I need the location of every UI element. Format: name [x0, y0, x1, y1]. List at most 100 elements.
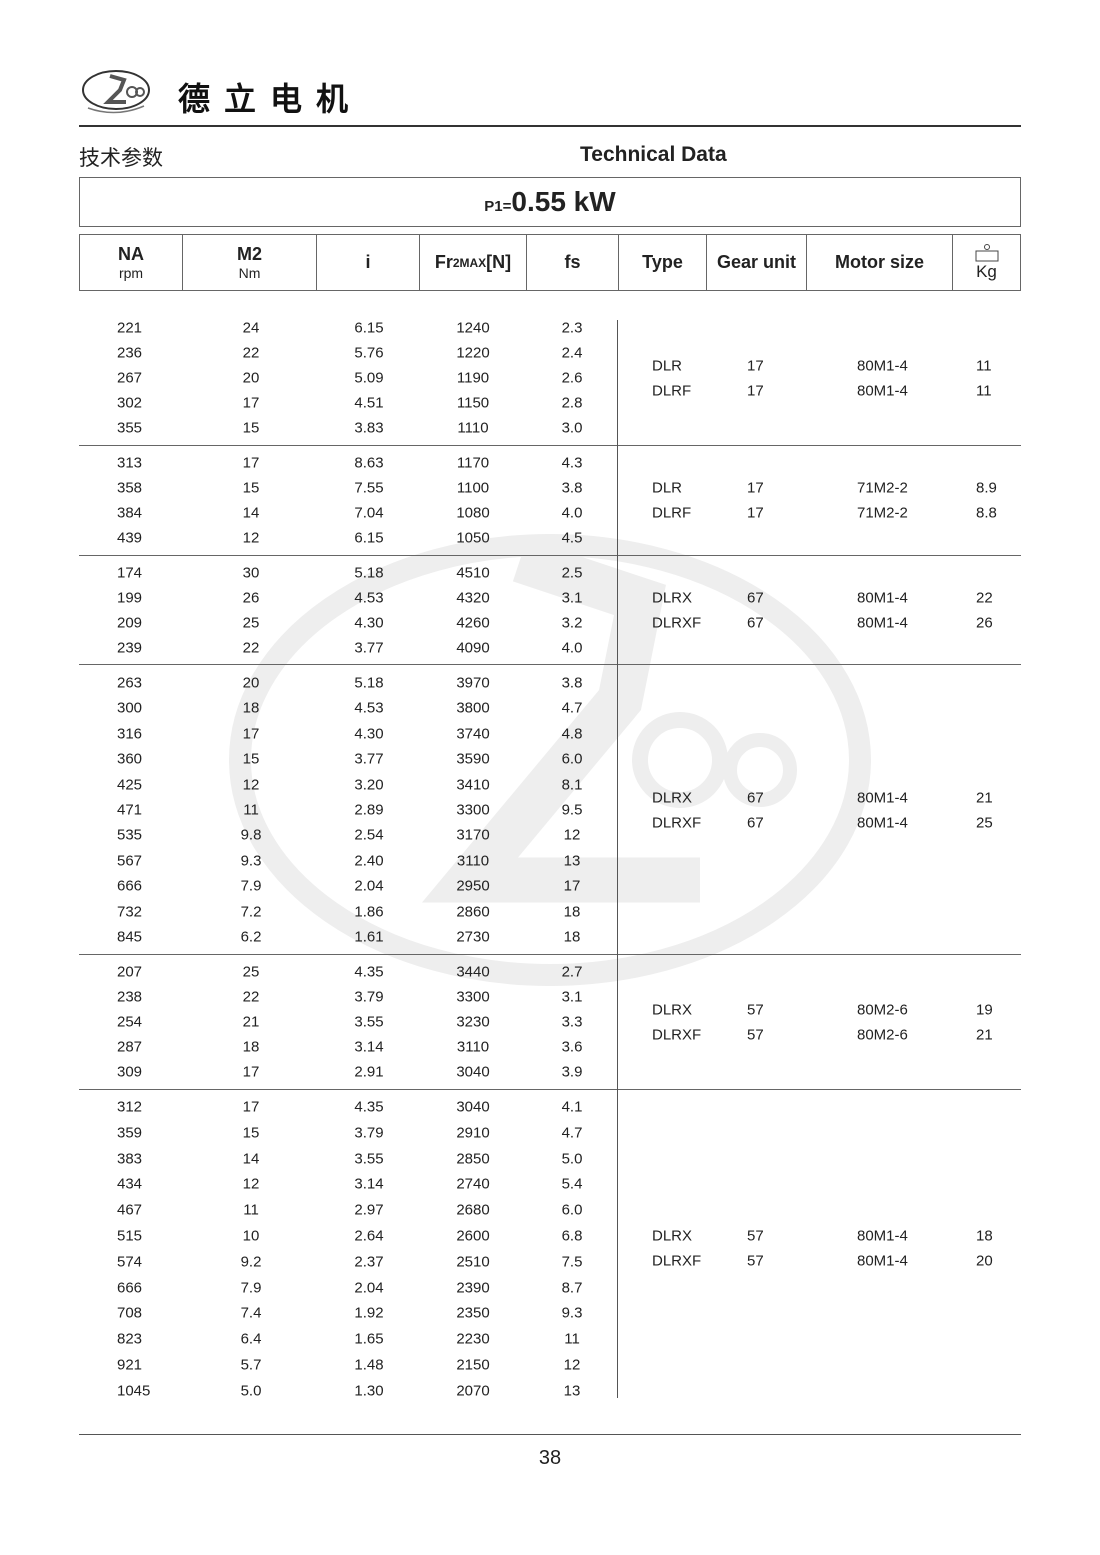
cell-weight: 22 [976, 589, 993, 607]
cell-fs: 6.8 [561, 1227, 583, 1245]
cell-ratio: 6.15 [354, 529, 384, 547]
cell-m2: 14 [242, 504, 260, 522]
cell-ratio: 4.53 [354, 699, 384, 717]
cell-m2: 22 [242, 988, 260, 1006]
cell-fs: 4.1 [561, 1098, 583, 1116]
cell-m2: 15 [242, 479, 260, 497]
cell-m2: 18 [242, 1038, 260, 1056]
cell-fs: 2.6 [561, 369, 583, 387]
cell-na: 921 [117, 1356, 143, 1374]
cell-weight: 26 [976, 614, 993, 632]
cell-weight: 11 [976, 357, 992, 374]
cell-motor-size: 80M1-4 [857, 357, 908, 374]
cell-m2: 11 [243, 801, 259, 819]
cell-na: 300 [117, 699, 143, 717]
cell-na: 302 [117, 394, 143, 412]
cell-m2: 11 [243, 1201, 259, 1219]
cell-ratio: 4.35 [354, 963, 384, 981]
col-gear: Gear unit [707, 235, 807, 290]
cell-fr2max: 3970 [456, 674, 490, 692]
cell-fs: 8.7 [561, 1279, 583, 1297]
cell-gear-unit: 57 [747, 1227, 764, 1245]
cell-fr2max: 2730 [456, 928, 490, 946]
heading-en: Technical Data [580, 143, 727, 166]
cell-na: 574 [117, 1253, 143, 1271]
col-motor-label: Motor size [834, 252, 924, 272]
cell-fr2max: 2850 [456, 1150, 490, 1168]
cell-type: DLRXF [652, 1252, 702, 1270]
group-separator [79, 555, 1021, 556]
cell-m2: 26 [242, 589, 260, 607]
col-fr-sub: 2MAX [452, 255, 487, 270]
col-na-unit: rpm [118, 265, 144, 281]
cell-fr2max: 2740 [456, 1175, 490, 1193]
cell-gear-unit: 17 [747, 479, 764, 497]
cell-weight: 8.9 [976, 479, 997, 497]
cell-weight: 21 [976, 789, 993, 806]
cell-gear-unit: 17 [747, 504, 764, 522]
cell-ratio: 1.92 [354, 1304, 384, 1322]
cell-weight: 21 [976, 1026, 993, 1043]
cell-fs: 6.0 [561, 750, 583, 768]
table-header: NA rpm M2 Nm i Fr 2MAX [N] fs Type Gear unit… [79, 234, 1021, 291]
cell-na: 666 [117, 1279, 143, 1297]
group-separator [79, 954, 1021, 955]
cell-fr2max: 2680 [456, 1201, 490, 1219]
cell-weight: 20 [976, 1252, 993, 1270]
cell-fs: 4.7 [561, 1124, 583, 1142]
cell-gear-unit: 57 [747, 1001, 764, 1018]
cell-fs: 8.1 [561, 776, 583, 794]
cell-fr2max: 1240 [456, 319, 490, 337]
cell-fs: 9.5 [561, 801, 583, 819]
cell-fr2max: 2390 [456, 1279, 490, 1297]
cell-fr2max: 2600 [456, 1227, 490, 1245]
cell-motor-size: 80M1-4 [857, 382, 908, 399]
col-na-label: NA [118, 244, 144, 264]
cell-gear-unit: 67 [747, 589, 764, 607]
cell-na: 287 [117, 1038, 143, 1056]
cell-fs: 6.0 [561, 1201, 583, 1219]
cell-fs: 13 [563, 1382, 581, 1400]
cell-fr2max: 4320 [456, 589, 490, 607]
cell-ratio: 4.35 [354, 1098, 384, 1116]
group-separator [79, 445, 1021, 446]
cell-m2: 12 [242, 529, 260, 547]
cell-fr2max: 1150 [456, 394, 490, 412]
cell-m2: 17 [242, 1098, 260, 1116]
cell-motor-size: 80M1-4 [857, 1227, 908, 1245]
cell-fs: 12 [563, 826, 581, 844]
cell-fr2max: 2910 [456, 1124, 490, 1142]
cell-fs: 5.0 [561, 1150, 583, 1168]
cell-fr2max: 2230 [456, 1330, 490, 1348]
cell-type: DLRXF [652, 614, 702, 632]
cell-m2: 15 [242, 1124, 260, 1142]
cell-ratio: 6.15 [354, 319, 384, 337]
cell-motor-size: 80M1-4 [857, 1252, 908, 1270]
cell-ratio: 1.65 [354, 1330, 384, 1348]
cell-weight: 25 [976, 814, 993, 831]
cell-ratio: 2.37 [354, 1253, 384, 1271]
cell-weight: 11 [976, 382, 992, 399]
cell-gear-unit: 57 [747, 1026, 764, 1043]
cell-ratio: 3.77 [354, 639, 384, 657]
cell-na: 439 [117, 529, 143, 547]
cell-fs: 3.0 [561, 419, 583, 437]
cell-m2: 20 [242, 369, 260, 387]
cell-m2: 7.2 [240, 903, 262, 921]
cell-na: 221 [117, 319, 143, 337]
cell-fs: 3.1 [561, 589, 583, 607]
cell-fs: 2.5 [561, 564, 583, 582]
cell-na: 359 [117, 1124, 143, 1142]
cell-m2: 21 [242, 1013, 260, 1031]
cell-fr2max: 3800 [456, 699, 490, 717]
cell-fr2max: 2950 [456, 877, 490, 895]
cell-ratio: 2.97 [354, 1201, 384, 1219]
cell-na: 358 [117, 479, 143, 497]
col-type: Type [619, 235, 707, 290]
company-logo [82, 70, 150, 114]
cell-ratio: 2.64 [354, 1227, 384, 1245]
cell-fs: 3.8 [561, 674, 583, 692]
cell-fr2max: 2070 [456, 1382, 490, 1400]
column-divider [617, 320, 618, 1398]
group-separator [79, 664, 1021, 665]
